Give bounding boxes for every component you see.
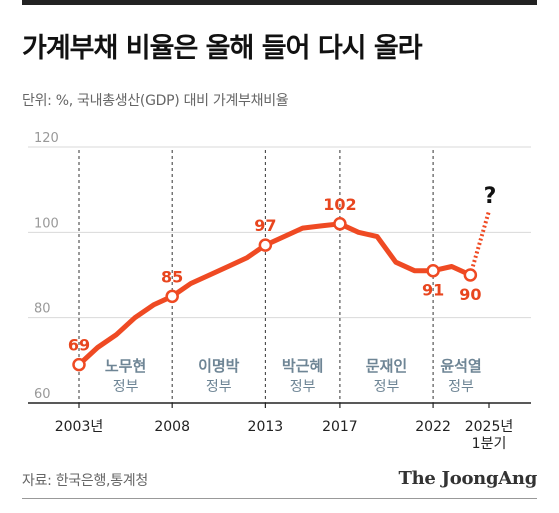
publisher-logo: The JoongAng — [398, 468, 538, 489]
y-tick-label: 80 — [34, 302, 51, 317]
era-label-suffix: 정부 — [113, 379, 139, 395]
bottom-rule — [22, 498, 537, 499]
y-tick-label: 120 — [34, 131, 59, 146]
chart-subtitle: 단위: %, 국내총생산(GDP) 대비 가계부채비율 — [22, 93, 289, 109]
x-tick-label: 2013 — [248, 419, 284, 435]
data-label: 69 — [68, 336, 90, 355]
era-label: 노무현 — [105, 357, 146, 375]
chart-title: 가계부채 비율은 올해 들어 다시 올라 — [22, 33, 423, 64]
forecast-line — [468, 210, 491, 276]
forecast-question-mark: ? — [484, 184, 497, 209]
x-tick-label: 2008 — [154, 419, 190, 435]
x-tick-label: 1분기 — [472, 436, 507, 452]
era-label-suffix: 정부 — [290, 379, 316, 395]
data-label: 97 — [254, 216, 276, 235]
x-tick-label: 2017 — [322, 419, 358, 435]
x-tick-label: 2025년 — [465, 419, 514, 435]
era-label: 이명박 — [198, 357, 240, 375]
x-tick-label: 2022 — [415, 419, 451, 435]
data-point-marker — [72, 357, 86, 372]
data-point-marker — [463, 268, 478, 282]
data-point-marker — [165, 289, 179, 304]
series-line — [76, 221, 473, 368]
era-label: 윤석열 — [440, 357, 481, 375]
era-label: 문재인 — [366, 357, 407, 375]
data-point-marker — [333, 217, 347, 231]
era-label-suffix: 정부 — [448, 379, 474, 395]
data-point-marker — [426, 263, 440, 278]
data-label: 102 — [323, 195, 356, 214]
era-label-suffix: 정부 — [206, 379, 232, 395]
top-rule — [22, 0, 537, 5]
data-point-marker — [258, 238, 273, 252]
x-tick-label: 2003년 — [55, 419, 104, 435]
source-note: 자료: 한국은행,통계청 — [22, 473, 148, 489]
data-label: 90 — [459, 285, 481, 304]
y-tick-label: 60 — [34, 387, 51, 402]
data-label: 85 — [161, 267, 183, 286]
era-label-suffix: 정부 — [374, 379, 400, 395]
y-tick-label: 100 — [34, 216, 59, 231]
era-label: 박근혜 — [282, 357, 323, 375]
data-label: 91 — [422, 281, 444, 300]
